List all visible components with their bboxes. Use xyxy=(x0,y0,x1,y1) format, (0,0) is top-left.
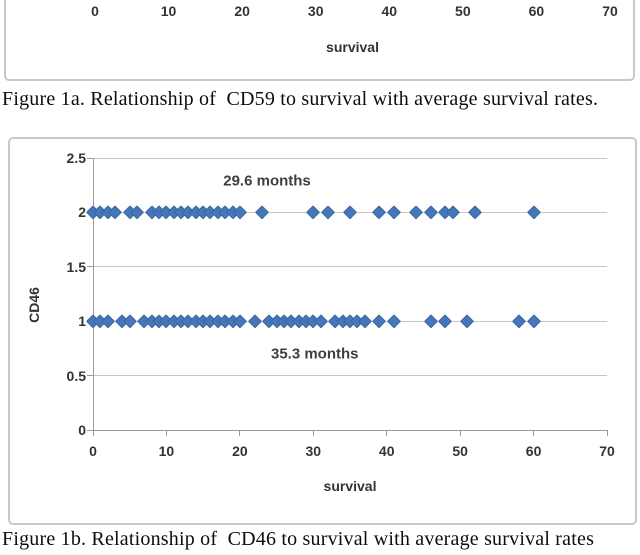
figure-1a-chart-box xyxy=(4,0,635,81)
figure-1b-chart-box xyxy=(8,137,637,525)
figure-1b-caption: Figure 1b. Relationship of CD46 to survi… xyxy=(2,528,595,550)
figure-1a-caption: Figure 1a. Relationship of CD59 to survi… xyxy=(2,88,599,110)
